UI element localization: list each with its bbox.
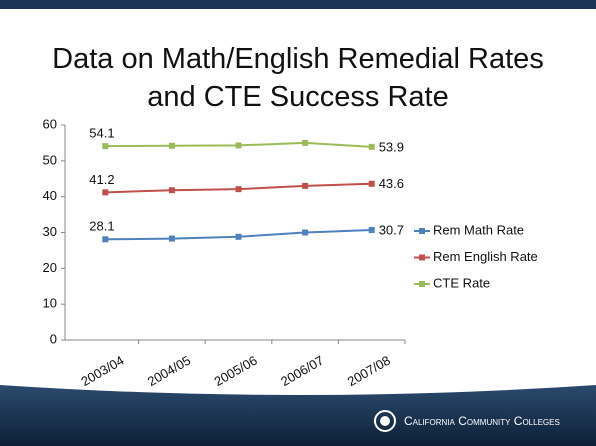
bottom-band <box>0 385 596 446</box>
data-label: 54.1 <box>89 126 114 141</box>
legend-marker <box>419 281 425 287</box>
point <box>368 143 375 150</box>
point <box>102 189 109 196</box>
point <box>168 235 175 242</box>
logo-inner <box>380 416 390 426</box>
point <box>302 229 309 236</box>
y-tick-label: 20 <box>43 260 57 275</box>
point <box>168 142 175 149</box>
point <box>302 139 309 146</box>
point <box>368 180 375 187</box>
data-label: 28.1 <box>89 219 114 234</box>
legend-label: Rem English Rate <box>433 249 538 264</box>
x-tick-label: 2005/06 <box>212 353 260 389</box>
point <box>168 187 175 194</box>
legend-marker <box>419 254 425 261</box>
point <box>302 182 309 189</box>
legend-marker <box>419 228 425 234</box>
y-tick-label: 10 <box>43 296 57 311</box>
y-tick-label: 50 <box>43 152 57 167</box>
footer-text: California Community Colleges <box>404 414 560 428</box>
point <box>102 236 109 243</box>
x-tick-label: 2006/07 <box>278 353 326 389</box>
legend-label: CTE Rate <box>433 275 490 290</box>
y-tick-label: 40 <box>43 188 57 203</box>
data-label: 41.2 <box>89 172 114 187</box>
point <box>368 226 375 233</box>
x-tick-label: 2007/08 <box>345 353 393 389</box>
top-band <box>0 0 596 9</box>
point <box>235 186 242 193</box>
point <box>102 143 109 150</box>
x-tick-label: 2003/04 <box>78 353 126 389</box>
y-tick-label: 0 <box>50 331 57 346</box>
point <box>235 142 242 149</box>
logo <box>374 410 396 432</box>
data-label: 43.6 <box>379 176 404 191</box>
y-tick-label: 30 <box>43 224 57 239</box>
y-tick-label: 60 <box>43 116 57 131</box>
data-label: 53.9 <box>379 139 404 154</box>
chart-title: Data on Math/English Remedial Rates and … <box>52 43 544 113</box>
x-tick-label: 2004/05 <box>145 353 193 389</box>
data-label: 30.7 <box>379 222 404 237</box>
legend-label: Rem Math Rate <box>433 222 524 237</box>
point <box>235 233 242 240</box>
